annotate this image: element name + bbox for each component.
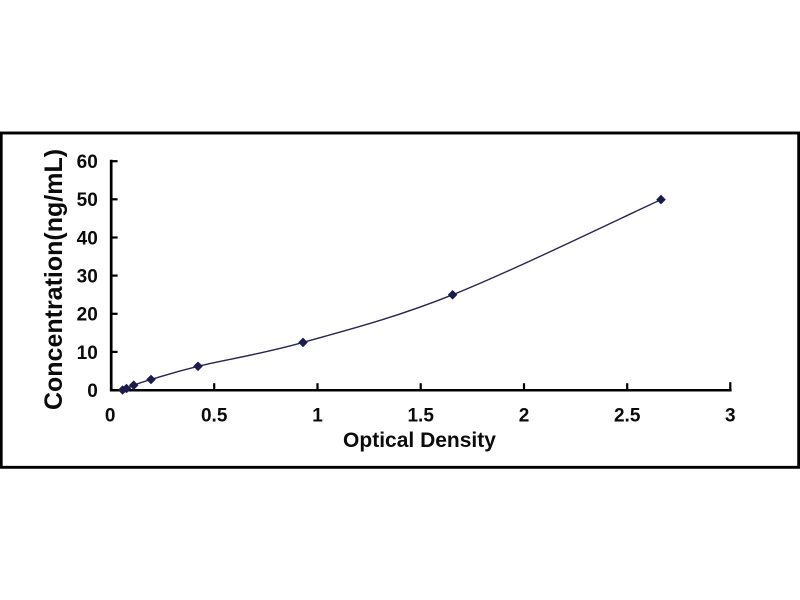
svg-text:40: 40 <box>77 228 98 249</box>
svg-text:0.5: 0.5 <box>201 405 228 426</box>
svg-text:0: 0 <box>105 405 116 426</box>
svg-text:10: 10 <box>77 343 98 364</box>
svg-text:1.5: 1.5 <box>407 405 434 426</box>
svg-text:Optical Density: Optical Density <box>343 429 496 452</box>
svg-text:2.5: 2.5 <box>614 405 641 426</box>
svg-text:3: 3 <box>725 405 736 426</box>
svg-text:2: 2 <box>519 405 530 426</box>
svg-text:50: 50 <box>77 190 98 211</box>
svg-text:Concentration(ng/mL): Concentration(ng/mL) <box>40 149 68 410</box>
svg-text:0: 0 <box>87 381 98 402</box>
svg-text:30: 30 <box>77 267 98 288</box>
svg-text:60: 60 <box>77 152 98 173</box>
svg-text:20: 20 <box>77 305 98 326</box>
svg-text:1: 1 <box>312 405 323 426</box>
